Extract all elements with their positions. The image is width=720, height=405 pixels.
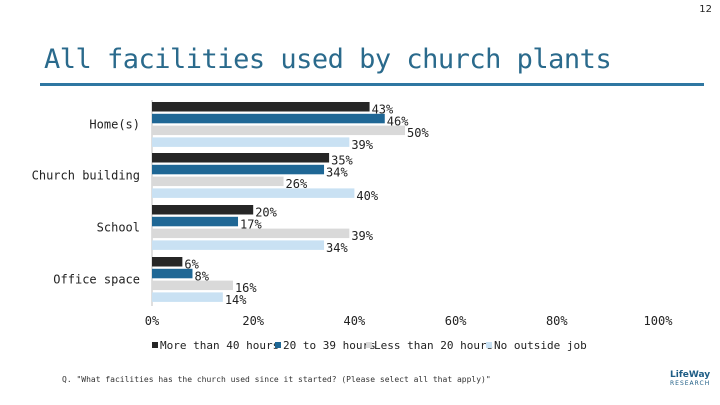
legend-label: 20 to 39 hours [283,339,376,352]
bar [152,153,330,163]
title-rule [40,83,704,86]
bar [152,188,355,198]
bar [152,125,405,136]
x-tick-label: 60% [445,314,467,328]
bar-value-label: 35% [331,154,353,168]
bar [152,164,325,175]
category-label: Church building [32,168,140,182]
bar [152,176,284,187]
legend-swatch [486,342,492,348]
category-label: Office space [53,272,140,286]
legend-swatch [366,342,372,348]
survey-question-footnote: Q. "What facilities has the church used … [62,375,491,384]
x-tick-label: 40% [344,314,366,328]
bar-value-label: 14% [225,293,247,307]
logo-line2: RESEARCH [670,380,711,387]
category-label: School [97,220,140,234]
bar [152,292,223,302]
bar [152,240,325,250]
x-tick-label: 80% [546,314,568,328]
category-label: Home(s) [89,117,140,131]
bar-value-label: 26% [286,177,308,191]
page-title: All facilities used by church plants [44,44,612,75]
x-tick-label: 0% [145,314,160,328]
x-tick-label: 20% [242,314,264,328]
bar-value-label: 20% [255,206,277,220]
legend-label: No outside job [494,339,587,352]
bar-value-label: 39% [351,229,373,243]
bar-value-label: 50% [407,126,429,140]
legend-swatch [275,342,281,348]
page-number: 12 [699,4,712,15]
bar-value-label: 39% [351,138,373,152]
bar-value-label: 34% [326,165,348,179]
bar-value-label: 6% [184,258,199,272]
bar [152,257,183,267]
bar-value-label: 46% [387,114,409,128]
legend-label: Less than 20 hours [374,339,493,352]
bar-value-label: 16% [235,281,257,295]
bar [152,280,233,291]
legend-label: More than 40 hours [160,339,279,352]
bar [152,268,193,279]
legend-swatch [152,342,158,348]
bar [152,216,239,227]
bar [152,137,350,147]
bar-value-label: 8% [194,269,209,283]
bar-value-label: 17% [240,217,262,231]
bar-value-label: 43% [372,103,394,117]
bar [152,102,370,112]
bar-value-label: 40% [356,189,378,203]
bar-value-label: 34% [326,241,348,255]
bar [152,228,350,239]
logo-line1: LifeWay [670,370,711,380]
lifeway-research-logo: LifeWay RESEARCH [670,370,710,398]
bar [152,205,254,215]
bar [152,113,385,124]
x-tick-label: 100% [644,314,674,328]
